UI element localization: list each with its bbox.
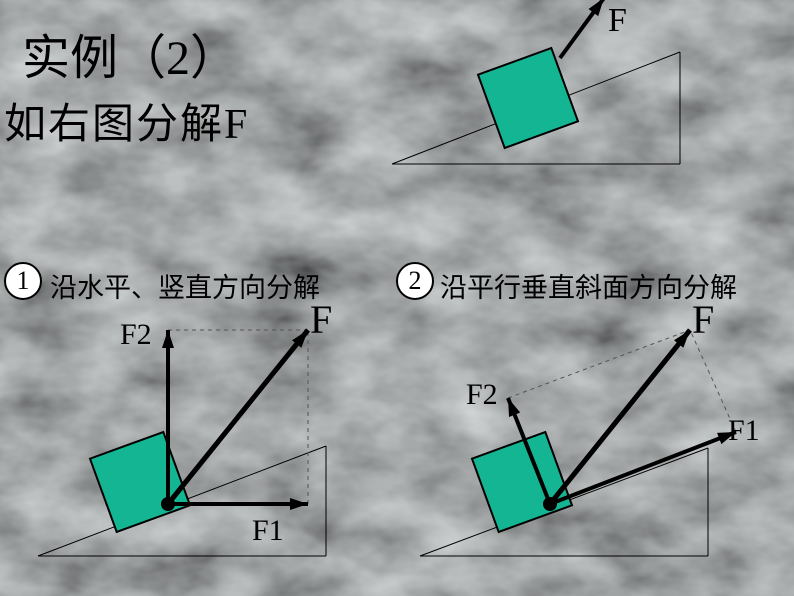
caption-1: 沿水平、竖直方向分解 [50, 266, 320, 305]
circled-number-1: 1 [4, 262, 42, 300]
label-F1-d2: F1 [728, 414, 760, 448]
label-F-top: F [608, 2, 627, 40]
label-F1-d1: F1 [252, 514, 284, 548]
title-line2: 如右图分解F [4, 90, 249, 151]
label-F2-d2: F2 [466, 378, 498, 412]
label-F-d2: F [692, 296, 714, 343]
label-F2-d1: F2 [120, 318, 152, 352]
title-line1: 实例（2） [22, 18, 238, 88]
circled-number-2: 2 [396, 262, 434, 300]
label-F-d1: F [310, 296, 332, 343]
